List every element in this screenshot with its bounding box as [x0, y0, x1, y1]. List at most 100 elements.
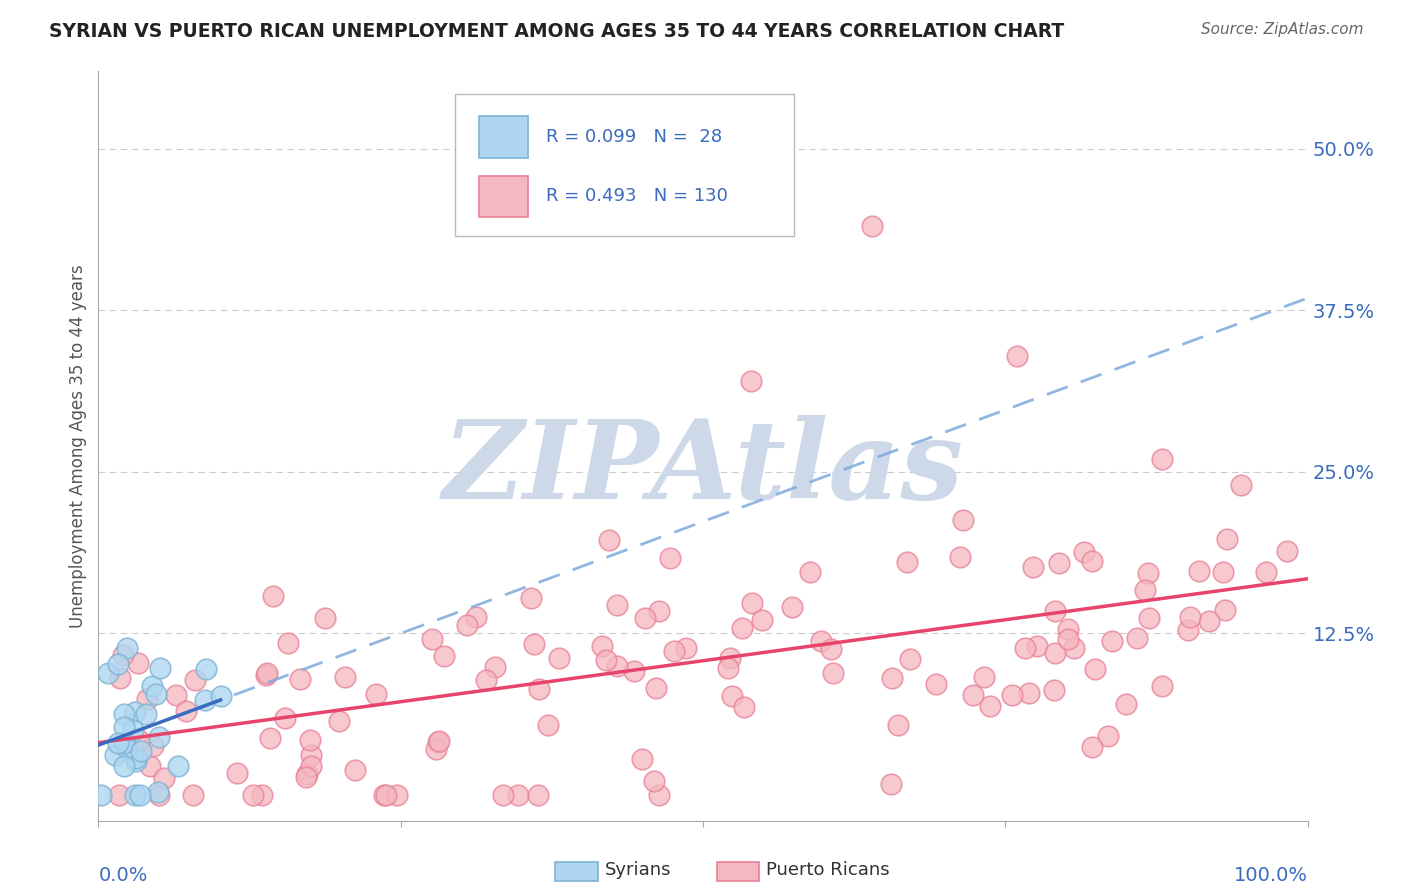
Point [1188, 565, 1211, 579]
FancyBboxPatch shape [479, 116, 527, 158]
Point [821, 665, 844, 680]
Point [1043, 604, 1066, 618]
Point [731, 621, 754, 635]
Text: 0.0%: 0.0% [98, 866, 148, 885]
Point [475, 673, 498, 687]
Point [810, 634, 832, 648]
Point [181, 788, 204, 802]
Point [152, 772, 174, 786]
Point [741, 596, 763, 610]
Point [314, 611, 336, 625]
Point [799, 565, 821, 579]
Text: 100.0%: 100.0% [1233, 866, 1308, 885]
Point [259, 731, 281, 745]
Point [1084, 662, 1107, 676]
Point [242, 788, 264, 802]
Point [925, 677, 948, 691]
Point [433, 648, 456, 663]
Text: Syrians: Syrians [605, 861, 671, 879]
Text: Puerto Ricans: Puerto Ricans [766, 861, 890, 879]
Point [1097, 729, 1119, 743]
Point [375, 788, 398, 802]
Point [492, 788, 515, 802]
Point [193, 693, 215, 707]
Point [1215, 532, 1237, 546]
Point [108, 788, 131, 802]
Point [780, 599, 803, 614]
Point [1063, 641, 1085, 656]
Point [141, 679, 163, 693]
Point [896, 555, 918, 569]
Point [127, 657, 149, 671]
Point [1073, 544, 1095, 558]
Text: R = 0.099   N =  28: R = 0.099 N = 28 [546, 128, 721, 145]
Point [226, 766, 249, 780]
Point [295, 766, 318, 780]
Point [648, 604, 671, 618]
Point [664, 644, 686, 658]
Point [634, 611, 657, 625]
Point [290, 673, 312, 687]
Point [718, 651, 741, 665]
Point [364, 687, 387, 701]
Point [598, 533, 620, 548]
Point [112, 707, 135, 722]
Point [523, 637, 546, 651]
Point [648, 788, 671, 802]
Point [623, 664, 645, 678]
Point [860, 219, 883, 234]
Point [129, 744, 152, 758]
FancyBboxPatch shape [456, 94, 793, 236]
Point [112, 720, 135, 734]
Point [294, 770, 316, 784]
Point [1178, 610, 1201, 624]
Point [1275, 544, 1298, 558]
Point [107, 657, 129, 671]
Point [1213, 603, 1236, 617]
Point [527, 681, 550, 696]
Point [209, 690, 232, 704]
Point [174, 704, 197, 718]
Point [1001, 688, 1024, 702]
Point [135, 707, 157, 722]
Point [115, 641, 138, 656]
Point [129, 788, 152, 802]
Point [142, 739, 165, 754]
Point [519, 591, 541, 605]
Point [110, 671, 132, 685]
Point [527, 788, 550, 802]
Point [643, 773, 665, 788]
Point [630, 752, 652, 766]
Point [1212, 565, 1234, 579]
Point [1056, 622, 1078, 636]
Point [1133, 582, 1156, 597]
Point [427, 734, 450, 748]
Point [146, 784, 169, 798]
Point [422, 632, 444, 647]
Point [717, 661, 740, 675]
Point [606, 598, 628, 612]
Point [1152, 451, 1174, 466]
Point [1254, 566, 1277, 580]
Point [148, 730, 170, 744]
Point [1198, 614, 1220, 628]
Point [97, 665, 120, 680]
Point [1150, 679, 1173, 693]
Point [195, 663, 218, 677]
Point [425, 742, 447, 756]
Point [299, 758, 322, 772]
Point [148, 788, 170, 802]
Point [952, 513, 974, 527]
Point [252, 788, 274, 802]
Point [112, 736, 135, 750]
Point [149, 661, 172, 675]
Point [277, 636, 299, 650]
Point [256, 665, 278, 680]
Point [298, 732, 321, 747]
Point [880, 777, 903, 791]
Point [333, 670, 356, 684]
Point [373, 788, 395, 802]
Point [659, 550, 682, 565]
Point [128, 733, 150, 747]
Point [385, 788, 408, 802]
